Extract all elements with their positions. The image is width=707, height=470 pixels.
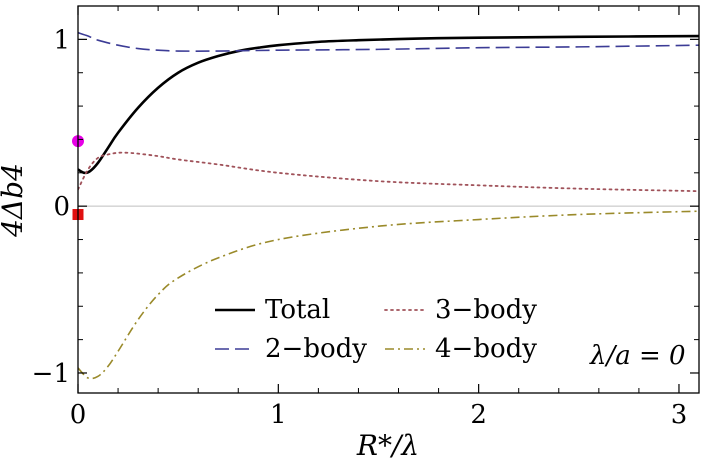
x-tick-label: 2	[470, 400, 487, 430]
y-tick-label: 0	[53, 192, 70, 222]
x-tick-label: 3	[671, 400, 688, 430]
x-axis-label: R*/λ	[356, 429, 419, 462]
series-line-total	[78, 34, 699, 175]
legend-label-total: Total	[265, 295, 330, 325]
series-line-2-body	[78, 31, 699, 52]
legend: Total 2−body 3−body 4−body	[215, 295, 537, 364]
series-layer	[78, 31, 699, 380]
y-tick-label: 1	[53, 25, 70, 55]
legend-label-2-body: 2−body	[265, 334, 367, 364]
y-axis-label: 4Δb4	[0, 163, 29, 238]
series-line-4-body	[78, 210, 699, 380]
annotation: λ/a = 0	[589, 341, 686, 371]
plot-frame	[77, 5, 700, 394]
x-tick-label: 0	[70, 400, 87, 430]
series-line-3-body	[78, 151, 699, 193]
legend-label-3-body: 3−body	[435, 295, 537, 325]
x-tick-label: 1	[270, 400, 287, 430]
legend-label-4-body: 4−body	[435, 334, 537, 364]
y-tick-label: −1	[32, 359, 70, 389]
tick-layer: 0 1 2 3−101	[32, 5, 699, 430]
